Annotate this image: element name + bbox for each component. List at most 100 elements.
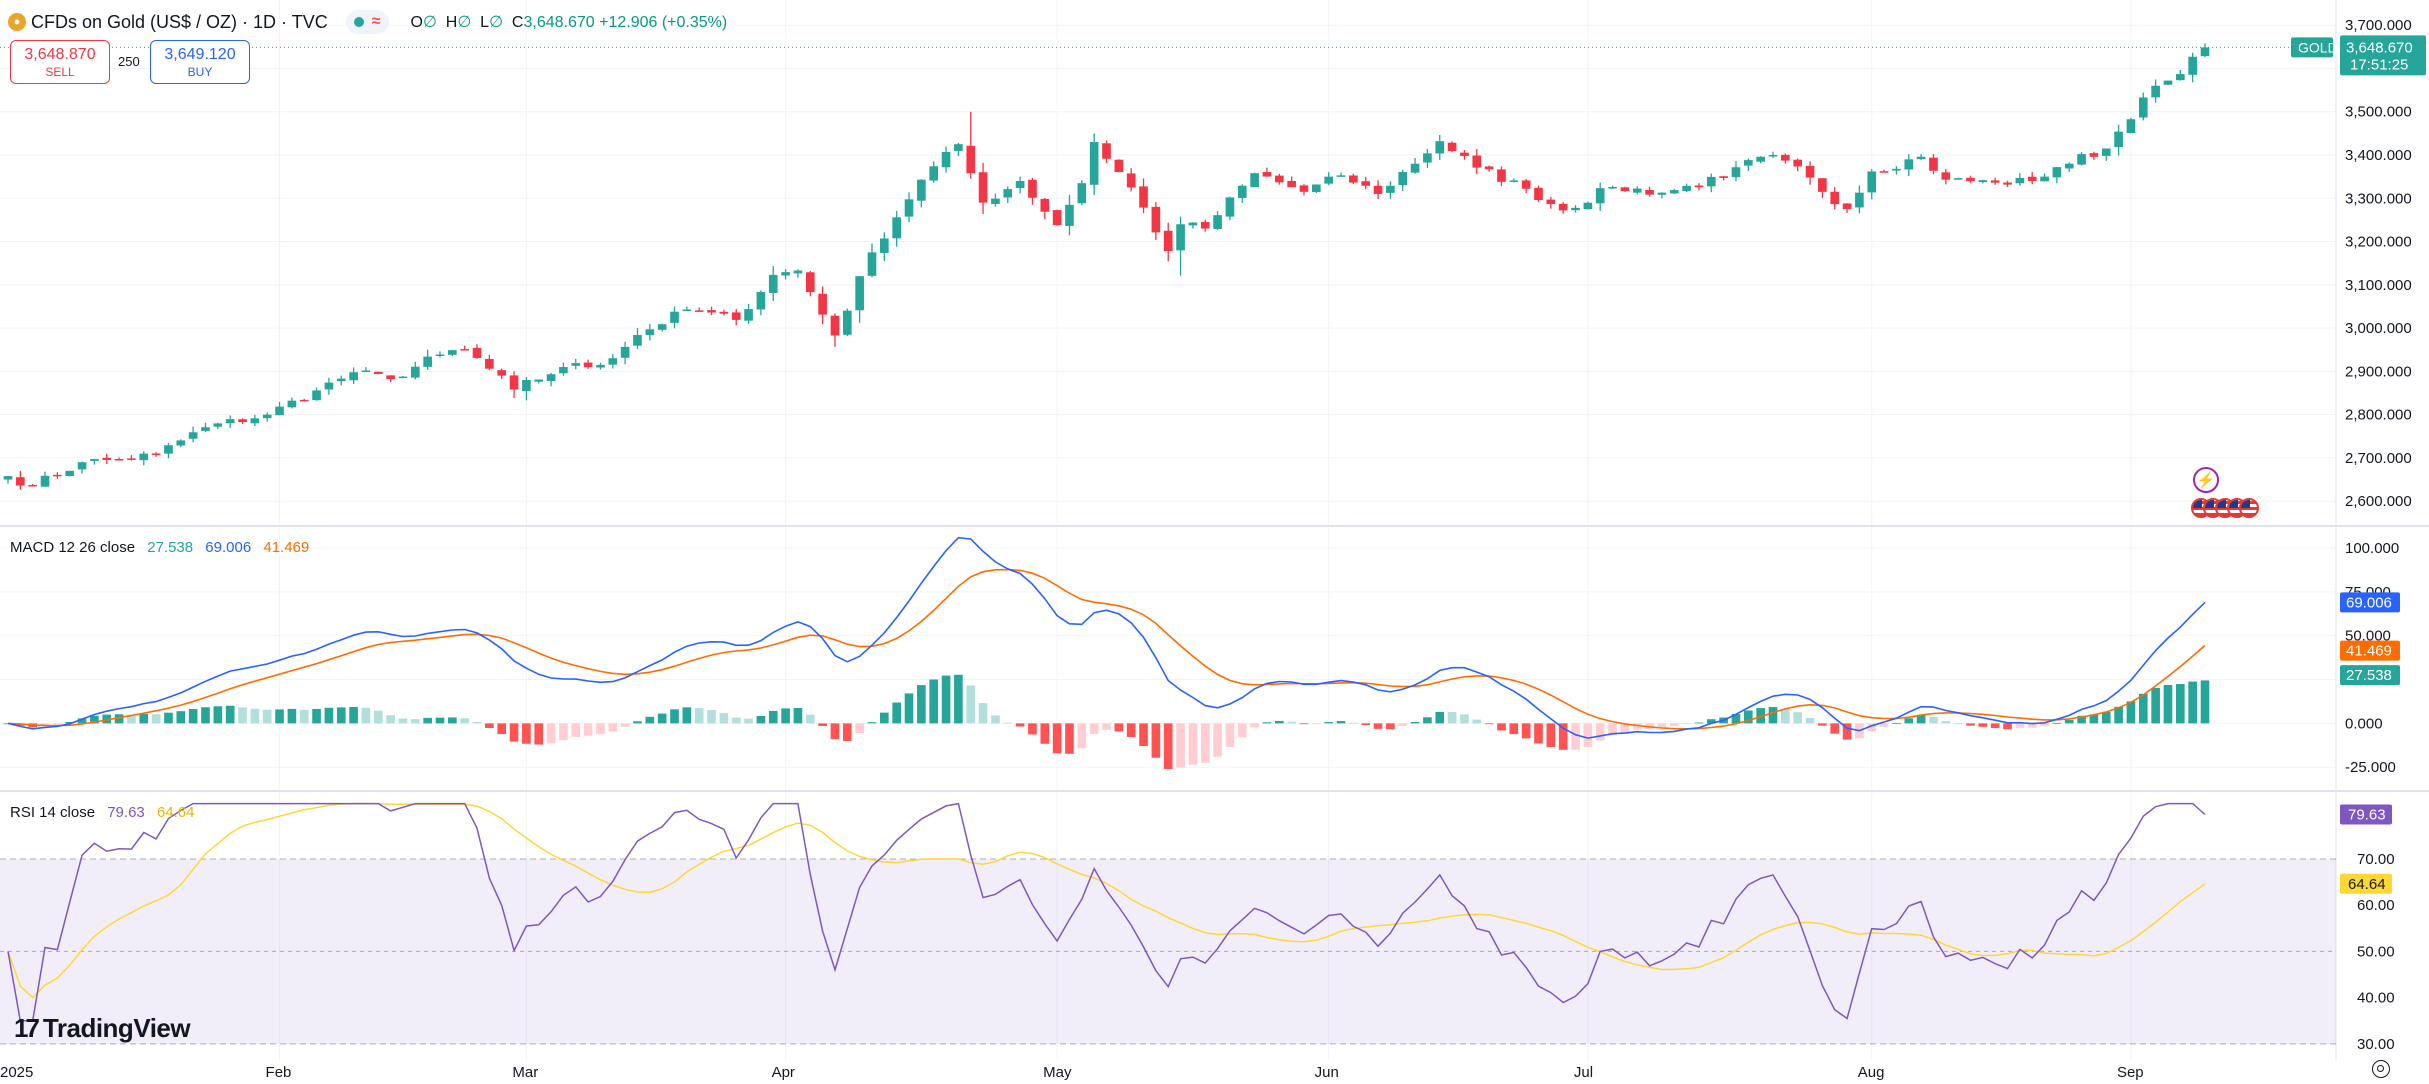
macd-histogram-bar	[1089, 723, 1099, 734]
macd-hist-value: 27.538	[147, 539, 194, 556]
time-axis-label: Jul	[1574, 1064, 1593, 1081]
macd-histogram-bar	[2089, 714, 2099, 724]
candle-body	[892, 217, 901, 239]
candle-body	[707, 310, 716, 313]
candle-body	[1583, 202, 1593, 210]
macd-histogram-bar	[1694, 722, 1704, 724]
macd-histogram-bar	[2015, 723, 2025, 728]
macd-histogram-bar	[1916, 714, 1926, 724]
macd-histogram-bar	[522, 723, 531, 744]
us-flag-icon[interactable]	[2239, 498, 2259, 518]
candle-body	[65, 470, 75, 476]
macd-histogram-bar	[1460, 714, 1469, 724]
macd-axis-label: -25.000	[2345, 759, 2396, 776]
candle-body	[670, 311, 679, 323]
rsi-legend[interactable]: RSI 14 close 79.63 64.64	[10, 804, 194, 821]
macd-histogram-bar	[682, 707, 692, 724]
macd-histogram-bar	[1151, 723, 1161, 758]
settings-icon[interactable]	[2372, 1060, 2390, 1078]
candle-body	[336, 378, 346, 382]
macd-histogram-bar	[1336, 721, 1346, 724]
buy-button[interactable]: 3,649.120 BUY	[150, 40, 250, 84]
macd-histogram-bar	[1509, 723, 1519, 735]
lightning-icon[interactable]: ⚡	[2193, 467, 2219, 493]
price-axis-label: 3,000.000	[2345, 320, 2412, 337]
macd-histogram-bar	[966, 685, 976, 724]
time-axis-label: Feb	[266, 1064, 292, 1081]
candle-body	[1065, 204, 1074, 226]
time-axis-label: Mar	[512, 1064, 538, 1081]
candle-body	[583, 362, 593, 368]
candle-body	[176, 440, 186, 446]
sell-button[interactable]: 3,648.870 SELL	[10, 40, 110, 84]
macd-histogram-bar	[608, 723, 618, 732]
candle-body	[1731, 167, 1741, 178]
macd-histogram-bar	[1953, 723, 1963, 725]
macd-histogram-bar	[855, 723, 864, 734]
sell-price: 3,648.870	[24, 45, 96, 63]
candle-body	[1386, 185, 1395, 193]
candle-body	[2101, 148, 2111, 156]
candle-body	[546, 374, 556, 381]
macd-histogram-bar	[164, 712, 173, 724]
candle-body	[1410, 163, 1420, 173]
candle-body	[1805, 165, 1815, 178]
candle-body	[571, 363, 581, 366]
tradingview-logo[interactable]: 17 TradingView	[14, 1013, 191, 1044]
macd-histogram-bar	[324, 707, 334, 724]
candle-body	[1114, 159, 1124, 173]
buy-label: BUY	[187, 64, 213, 79]
macd-histogram-bar	[880, 712, 889, 724]
candle-body	[1003, 189, 1013, 198]
macd-signal-tag-label: 41.469	[2346, 643, 2392, 660]
candle-body	[2188, 56, 2197, 75]
candle-body	[596, 364, 605, 368]
macd-histogram-bar	[620, 723, 630, 727]
macd-histogram-bar	[633, 721, 642, 724]
candle-body	[1879, 171, 1889, 173]
candle-body	[1855, 192, 1864, 208]
candle-body	[645, 329, 655, 336]
candle-body	[1077, 183, 1087, 204]
open-label: O	[410, 14, 423, 31]
macd-histogram-bar	[781, 708, 790, 724]
macd-histogram-bar	[2151, 687, 2160, 724]
macd-histogram-bar	[176, 711, 186, 724]
macd-histogram-bar	[842, 723, 852, 741]
economic-events-icons[interactable]	[2191, 498, 2261, 520]
candle-body	[805, 272, 815, 293]
candle-body	[1262, 172, 1272, 177]
candle-body	[1497, 169, 1506, 182]
gold-symbol-icon: ●	[8, 13, 26, 31]
macd-signal-tag	[2340, 640, 2400, 661]
macd-histogram-bar	[2200, 680, 2210, 724]
macd-histogram-bar	[1065, 723, 1074, 754]
candle-body	[793, 270, 803, 274]
candle-body	[1719, 176, 1728, 178]
candle-body	[1435, 141, 1445, 154]
macd-histogram-bar	[1028, 723, 1037, 735]
macd-histogram-bar	[1126, 723, 1136, 737]
price-axis-label: 2,600.000	[2345, 493, 2412, 510]
macd-histogram-bar	[2163, 685, 2173, 724]
macd-histogram-bar	[2188, 681, 2197, 724]
macd-histogram-bar	[139, 713, 149, 724]
symbol-title[interactable]: CFDs on Gold (US$ / OZ) · 1D · TVC	[31, 11, 328, 32]
candle-body	[188, 432, 198, 439]
candle-body	[1200, 222, 1210, 229]
macd-line-tag-label: 69.006	[2346, 594, 2392, 611]
candle-body	[287, 400, 297, 408]
macd-histogram-bar	[262, 709, 272, 724]
candle-body	[448, 350, 457, 355]
market-status-pill[interactable]: ≈	[345, 10, 389, 34]
candle-body	[1546, 199, 1556, 205]
candle-body	[1706, 176, 1716, 187]
candle-body	[1102, 143, 1111, 159]
symbol-tag-label: GOLD	[2298, 39, 2338, 55]
macd-legend[interactable]: MACD 12 26 close 27.538 69.006 41.469	[10, 539, 309, 556]
macd-histogram-bar	[114, 714, 124, 724]
candle-body	[830, 315, 840, 336]
candle-body	[2027, 176, 2037, 181]
candle-body	[1978, 180, 1988, 183]
